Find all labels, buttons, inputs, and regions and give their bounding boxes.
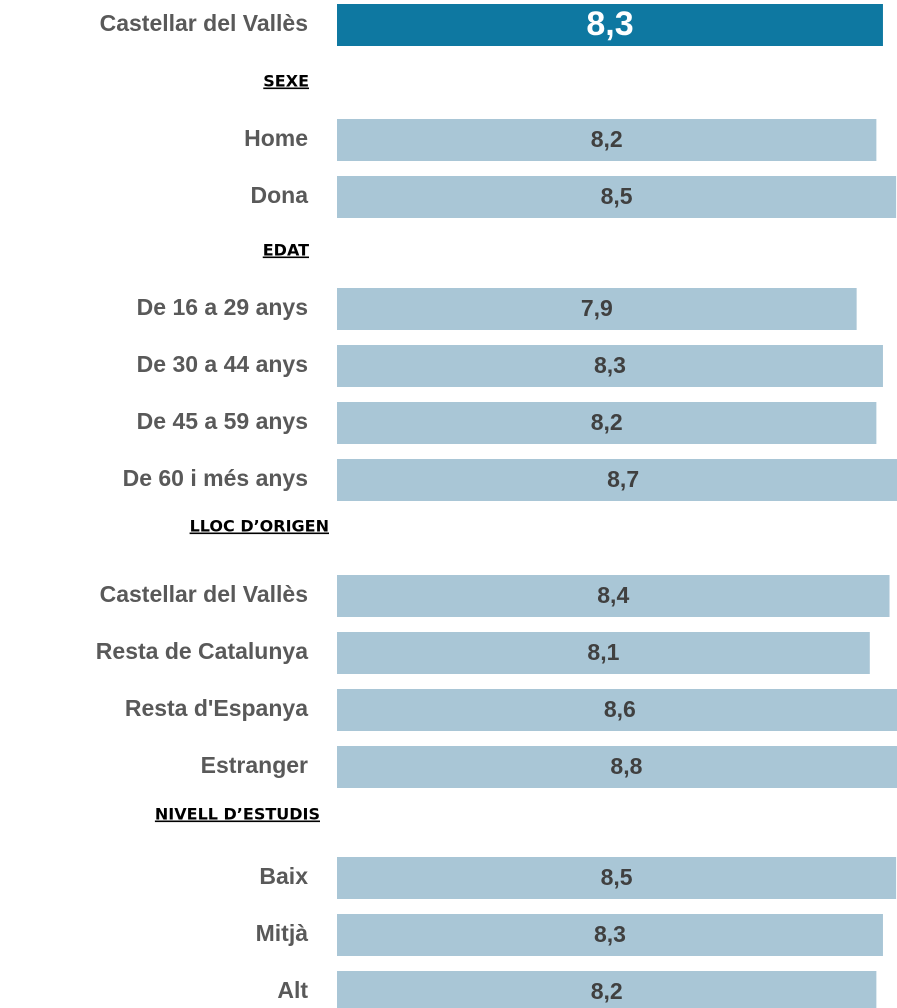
category-label: Resta d'Espanya: [125, 695, 308, 721]
section-header: EDAT: [263, 241, 309, 260]
bar: [337, 459, 897, 501]
section-header: SEXE: [263, 72, 309, 91]
bar: [337, 632, 870, 674]
bar: [337, 857, 897, 899]
category-label: Alt: [277, 977, 308, 1003]
bar: [337, 345, 883, 387]
value-label: 8,2: [591, 409, 623, 435]
value-label: 8,3: [594, 352, 626, 378]
bar: [337, 575, 890, 617]
bar: [337, 119, 877, 161]
value-label: 8,8: [610, 753, 642, 779]
bar: [337, 288, 857, 330]
value-label: 8,6: [604, 696, 636, 722]
section-header: LLOC D’ORIGEN: [190, 517, 329, 536]
value-label: 8,4: [597, 582, 629, 608]
category-label: Castellar del Vallès: [100, 10, 308, 36]
category-label: Mitjà: [256, 920, 309, 946]
category-label: De 30 a 44 anys: [137, 351, 308, 377]
category-label: Estranger: [201, 752, 308, 778]
value-label: 8,7: [607, 466, 639, 492]
category-label: De 60 i més anys: [123, 465, 308, 491]
value-label: 7,9: [581, 295, 613, 321]
value-label: 8,1: [587, 639, 619, 665]
bar: [337, 971, 877, 1008]
category-label: De 16 a 29 anys: [137, 294, 308, 320]
value-label: 8,3: [586, 5, 633, 43]
bar: [337, 689, 897, 731]
value-label: 8,5: [601, 864, 633, 890]
category-label: De 45 a 59 anys: [137, 408, 308, 434]
bar: [337, 746, 897, 788]
value-label: 8,3: [594, 921, 626, 947]
category-label: Home: [244, 125, 308, 151]
value-label: 8,2: [591, 978, 623, 1004]
bar: [337, 176, 897, 218]
category-label: Baix: [259, 863, 308, 889]
category-label: Dona: [251, 182, 309, 208]
bar: [337, 402, 877, 444]
category-label: Resta de Catalunya: [96, 638, 308, 664]
section-header: NIVELL D’ESTUDIS: [155, 805, 320, 824]
value-label: 8,2: [591, 126, 623, 152]
value-label: 8,5: [601, 183, 633, 209]
bar: [337, 914, 883, 956]
category-label: Castellar del Vallès: [100, 581, 308, 607]
bar: [337, 4, 883, 46]
